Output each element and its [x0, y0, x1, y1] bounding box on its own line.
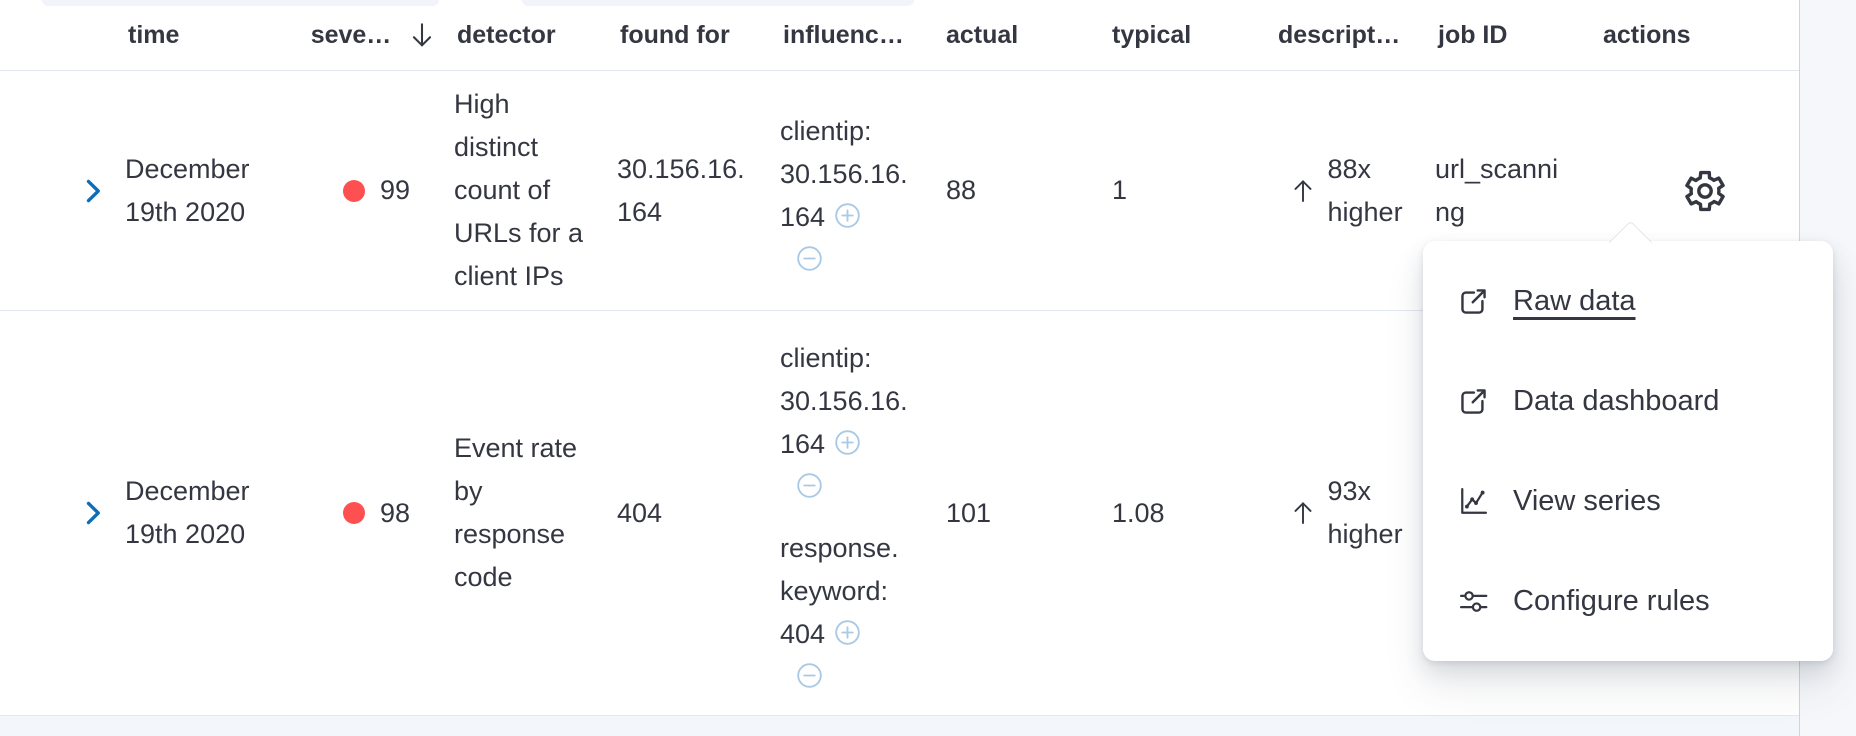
- popout-icon: [1458, 286, 1489, 317]
- influencer-value: response.keyword: 404: [780, 533, 899, 649]
- typical-value: 1: [1112, 175, 1128, 205]
- arrow-up-icon: [1289, 499, 1317, 527]
- influencer: clientip: 30.156.16.164: [780, 110, 943, 272]
- menu-item-label: Data dashboard: [1513, 384, 1720, 417]
- chevron-right-icon: [78, 176, 108, 206]
- sort-arrow-down-icon: [407, 20, 437, 50]
- table-row: December 19th 2020 99 High distinct coun…: [0, 71, 1799, 311]
- table-row: December 19th 2020 98 Event rate by resp…: [0, 311, 1799, 716]
- chevron-right-icon: [78, 498, 108, 528]
- remove-filter-button[interactable]: [796, 245, 943, 272]
- expand-row-button[interactable]: [78, 176, 108, 206]
- popout-icon: [1458, 386, 1489, 417]
- menu-item-raw-data[interactable]: Raw data: [1423, 251, 1833, 351]
- header-expand: [0, 0, 125, 70]
- row-actions-menu: Raw data Data dashboard View series: [1423, 220, 1833, 661]
- time-value: December 19th 2020: [125, 153, 250, 227]
- gear-icon: [1684, 170, 1726, 212]
- menu-item-label: View series: [1513, 484, 1661, 517]
- expand-row-button[interactable]: [78, 498, 108, 528]
- anomalies-table: time seve… detector found for influenc… …: [0, 0, 1799, 716]
- severity-dot-icon: [342, 179, 365, 202]
- menu-item-view-series[interactable]: View series: [1423, 451, 1833, 551]
- sliders-icon: [1458, 586, 1489, 617]
- menu-item-data-dashboard[interactable]: Data dashboard: [1423, 351, 1833, 451]
- header-actual[interactable]: actual: [946, 20, 1019, 49]
- actual-value: 101: [946, 497, 992, 528]
- add-filter-button[interactable]: [834, 429, 861, 456]
- found-for-value: 404: [617, 497, 663, 528]
- detector-value: Event rate by response code: [454, 433, 578, 592]
- influencer: clientip: 30.156.16.164: [780, 337, 943, 499]
- next-row-partial: [0, 716, 1799, 736]
- detector-value: High distinct count of URLs for a client…: [454, 89, 584, 291]
- header-influenced-by[interactable]: influenc…: [783, 20, 904, 49]
- header-typical[interactable]: typical: [1112, 20, 1192, 49]
- severity-value: 99: [379, 175, 411, 205]
- influencer-value: clientip: 30.156.16.164: [780, 343, 908, 459]
- severity-dot-icon: [342, 502, 365, 524]
- influencer: response.keyword: 404: [780, 527, 943, 689]
- header-detector[interactable]: detector: [457, 20, 556, 49]
- severity-threshold-control-partial[interactable]: [42, 0, 439, 6]
- interval-control-partial[interactable]: [522, 0, 914, 6]
- time-value: December 19th 2020: [125, 476, 250, 549]
- table-header-row: time seve… detector found for influenc… …: [0, 0, 1799, 71]
- remove-filter-button[interactable]: [796, 662, 943, 689]
- header-description[interactable]: descript…: [1278, 20, 1401, 49]
- job-id-value: url_scanning: [1435, 153, 1559, 227]
- menu-item-label: Raw data: [1513, 284, 1636, 317]
- menu-item-configure-rules[interactable]: Configure rules: [1423, 551, 1833, 651]
- add-filter-button[interactable]: [834, 619, 861, 646]
- header-found-for[interactable]: found for: [620, 20, 730, 49]
- menu-item-label: Configure rules: [1513, 584, 1710, 617]
- description-value: 88x higher: [1327, 153, 1403, 227]
- add-filter-button[interactable]: [834, 202, 861, 229]
- row-actions-button[interactable]: [1684, 170, 1726, 212]
- severity-value: 98: [379, 497, 411, 528]
- found-for-value: 30.156.16.164: [617, 153, 745, 227]
- header-job-id[interactable]: job ID: [1438, 20, 1508, 49]
- arrow-up-icon: [1289, 177, 1317, 205]
- description-value: 93x higher: [1327, 476, 1403, 549]
- header-severity[interactable]: seve…: [291, 0, 454, 70]
- influencer-value: clientip: 30.156.16.164: [780, 115, 908, 232]
- typical-value: 1.08: [1112, 497, 1165, 528]
- chart-line-icon: [1458, 486, 1489, 517]
- header-actions: actions: [1603, 20, 1691, 49]
- header-time[interactable]: time: [128, 20, 180, 49]
- actual-value: 88: [946, 175, 977, 205]
- remove-filter-button[interactable]: [796, 472, 943, 499]
